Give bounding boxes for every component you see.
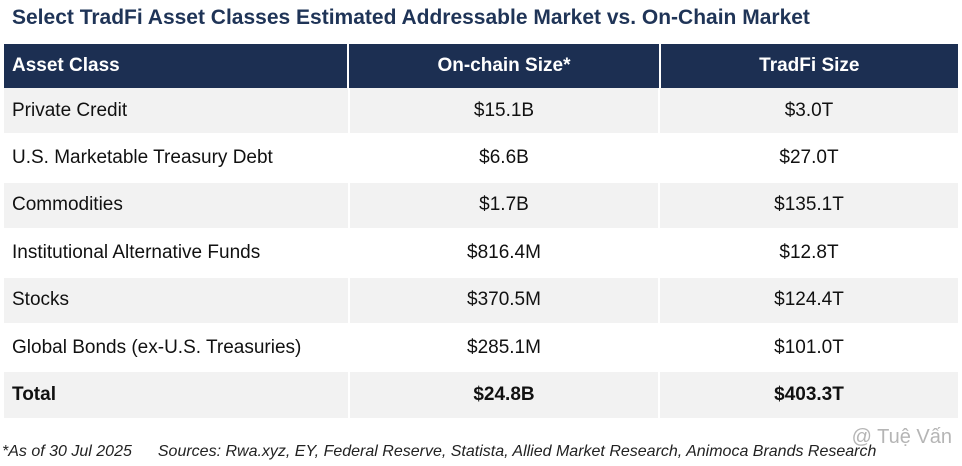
header-asset-class: Asset Class xyxy=(4,44,350,88)
onchain-size-cell: $285.1M xyxy=(350,324,660,371)
tradfi-size-cell: $12.8T xyxy=(779,241,839,263)
asset-class-cell: Institutional Alternative Funds xyxy=(4,230,350,276)
tradfi-size-cell: $135.1T xyxy=(774,194,844,216)
tradfi-size-cell: $3.0T xyxy=(784,99,834,121)
total-tradfi-cell: $403.3T xyxy=(774,384,844,406)
table-row: Stocks $370.5M $124.4T xyxy=(4,277,958,325)
market-table: Asset Class On-chain Size* TradFi Size P… xyxy=(4,44,958,420)
onchain-size-cell: $370.5M xyxy=(350,277,660,323)
onchain-size-cell: $6.6B xyxy=(350,135,660,181)
footer: *As of 30 Jul 2025 Sources: Rwa.xyz, EY, … xyxy=(2,443,876,461)
tradfi-size-cell: $27.0T xyxy=(779,147,839,169)
page-title: Select TradFi Asset Classes Estimated Ad… xyxy=(12,6,810,29)
tradfi-size-cell: $101.0T xyxy=(774,336,844,358)
sources-text: Sources: Rwa.xyz, EY, Federal Reserve, S… xyxy=(157,443,877,460)
table-header-row: Asset Class On-chain Size* TradFi Size xyxy=(4,44,958,88)
table-row: Global Bonds (ex-U.S. Treasuries) $285.1… xyxy=(4,324,958,373)
table-row: Commodities $1.7B $135.1T xyxy=(4,182,958,231)
onchain-size-cell: $816.4M xyxy=(350,230,660,276)
table-row: U.S. Marketable Treasury Debt $6.6B $27.… xyxy=(4,135,958,183)
asset-class-cell: Stocks xyxy=(4,277,350,323)
table-row: Private Credit $15.1B $3.0T xyxy=(4,88,958,136)
table-row: Institutional Alternative Funds $816.4M … xyxy=(4,230,958,278)
onchain-size-cell: $15.1B xyxy=(350,88,660,134)
total-onchain-cell: $24.8B xyxy=(350,372,660,418)
onchain-size-cell: $1.7B xyxy=(350,182,660,229)
total-label-cell: Total xyxy=(4,372,350,418)
asset-class-cell: Commodities xyxy=(4,182,350,229)
tradfi-size-cell: $124.4T xyxy=(774,289,844,311)
asset-class-cell: Private Credit xyxy=(4,88,350,134)
watermark: @ Tuệ Vấn xyxy=(851,426,952,448)
asset-class-cell: U.S. Marketable Treasury Debt xyxy=(4,135,350,181)
footnote: *As of 30 Jul 2025 xyxy=(2,443,132,460)
table-total-row: Total $24.8B $403.3T xyxy=(4,372,958,420)
header-onchain-size: On-chain Size* xyxy=(349,44,661,88)
asset-class-cell: Global Bonds (ex-U.S. Treasuries) xyxy=(4,324,350,371)
header-tradfi-size: TradFi Size xyxy=(759,55,860,76)
